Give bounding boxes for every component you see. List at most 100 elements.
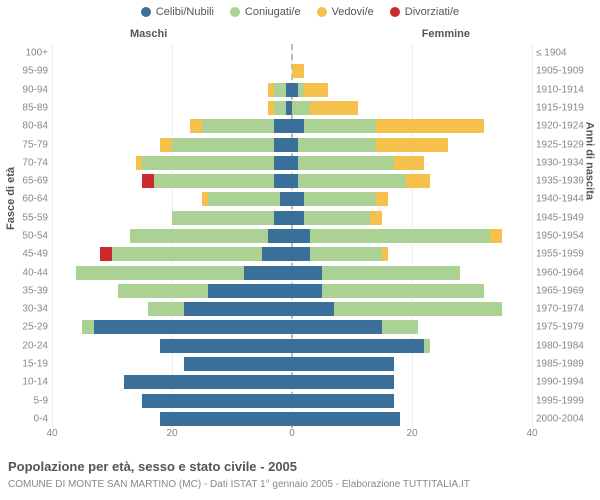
legend-label: Vedovi/e bbox=[332, 6, 374, 18]
year-label: 1960-1964 bbox=[536, 267, 596, 278]
year-label: 1920-1924 bbox=[536, 121, 596, 132]
bar-seg bbox=[154, 174, 274, 188]
year-label: 1930-1934 bbox=[536, 157, 596, 168]
bar-seg bbox=[184, 357, 292, 371]
bar-seg bbox=[208, 284, 292, 298]
year-label: 1985-1989 bbox=[536, 359, 596, 370]
age-label: 40-44 bbox=[4, 267, 48, 278]
bar-seg bbox=[376, 192, 388, 206]
bar-seg bbox=[310, 229, 490, 243]
age-label: 50-54 bbox=[4, 231, 48, 242]
bar-seg bbox=[280, 192, 292, 206]
age-row: 60-641940-1944 bbox=[52, 190, 532, 208]
year-label: 1925-1929 bbox=[536, 139, 596, 150]
bar-seg bbox=[424, 339, 430, 353]
bar-seg bbox=[298, 138, 376, 152]
year-label: 1980-1984 bbox=[536, 340, 596, 351]
age-label: 45-49 bbox=[4, 249, 48, 260]
age-row: 85-891915-1919 bbox=[52, 99, 532, 117]
bar-seg bbox=[382, 320, 418, 334]
year-label: 1995-1999 bbox=[536, 395, 596, 406]
age-label: 80-84 bbox=[4, 121, 48, 132]
x-tick: 40 bbox=[46, 428, 57, 439]
year-label: 1990-1994 bbox=[536, 377, 596, 388]
bar-seg bbox=[262, 247, 292, 261]
bar-seg bbox=[490, 229, 502, 243]
bar-seg bbox=[292, 357, 394, 371]
x-tick: 20 bbox=[406, 428, 417, 439]
bar-seg bbox=[274, 101, 286, 115]
bar-seg bbox=[244, 266, 292, 280]
bar-seg bbox=[406, 174, 430, 188]
bar-seg bbox=[304, 83, 328, 97]
legend-item: Divorziati/e bbox=[390, 6, 459, 18]
bar-seg bbox=[172, 138, 274, 152]
chart-subtitle: COMUNE DI MONTE SAN MARTINO (MC) - Dati … bbox=[8, 479, 470, 490]
age-label: 60-64 bbox=[4, 194, 48, 205]
bar-seg bbox=[274, 211, 292, 225]
bar-seg bbox=[292, 247, 310, 261]
bar-seg bbox=[118, 284, 208, 298]
age-row: 50-541950-1954 bbox=[52, 227, 532, 245]
year-label: 1975-1979 bbox=[536, 322, 596, 333]
bar-seg bbox=[304, 211, 370, 225]
year-label: 1950-1954 bbox=[536, 231, 596, 242]
female-header: Femmine bbox=[422, 28, 470, 40]
x-tick: 20 bbox=[166, 428, 177, 439]
bar-seg bbox=[148, 302, 184, 316]
age-row: 30-341970-1974 bbox=[52, 300, 532, 318]
bar-seg bbox=[124, 375, 292, 389]
year-label: 1955-1959 bbox=[536, 249, 596, 260]
age-label: 90-94 bbox=[4, 84, 48, 95]
bar-seg bbox=[310, 247, 382, 261]
bar-seg bbox=[292, 192, 304, 206]
bar-seg bbox=[292, 339, 424, 353]
bar-seg bbox=[274, 83, 286, 97]
age-row: 25-291975-1979 bbox=[52, 318, 532, 336]
bar-seg bbox=[304, 192, 376, 206]
bar-seg bbox=[292, 211, 304, 225]
age-row: 95-991905-1909 bbox=[52, 62, 532, 80]
age-label: 25-29 bbox=[4, 322, 48, 333]
age-label: 35-39 bbox=[4, 285, 48, 296]
male-header: Maschi bbox=[130, 28, 167, 40]
age-label: 65-69 bbox=[4, 176, 48, 187]
age-row: 15-191985-1989 bbox=[52, 355, 532, 373]
bar-seg bbox=[292, 229, 310, 243]
age-row: 90-941910-1914 bbox=[52, 81, 532, 99]
legend-label: Divorziati/e bbox=[405, 6, 459, 18]
legend: Celibi/NubiliConiugati/eVedovi/eDivorzia… bbox=[0, 0, 600, 18]
year-label: 1945-1949 bbox=[536, 212, 596, 223]
bar-seg bbox=[370, 211, 382, 225]
x-tick: 40 bbox=[526, 428, 537, 439]
age-row: 10-141990-1994 bbox=[52, 373, 532, 391]
legend-swatch bbox=[141, 7, 151, 17]
bar-seg bbox=[142, 156, 274, 170]
age-label: 20-24 bbox=[4, 340, 48, 351]
bar-seg bbox=[292, 394, 394, 408]
age-label: 30-34 bbox=[4, 304, 48, 315]
bar-seg bbox=[142, 174, 154, 188]
age-row: 45-491955-1959 bbox=[52, 245, 532, 263]
bar-seg bbox=[268, 229, 292, 243]
bar-seg bbox=[100, 247, 112, 261]
bar-seg bbox=[376, 119, 484, 133]
bar-seg bbox=[172, 211, 274, 225]
bar-seg bbox=[94, 320, 292, 334]
legend-swatch bbox=[317, 7, 327, 17]
bar-seg bbox=[76, 266, 244, 280]
bar-seg bbox=[292, 302, 334, 316]
bar-seg bbox=[298, 174, 406, 188]
legend-swatch bbox=[390, 7, 400, 17]
bar-seg bbox=[208, 192, 280, 206]
age-label: 55-59 bbox=[4, 212, 48, 223]
age-label: 0-4 bbox=[4, 413, 48, 424]
year-label: 1965-1969 bbox=[536, 285, 596, 296]
year-label: ≤ 1904 bbox=[536, 48, 596, 59]
legend-item: Celibi/Nubili bbox=[141, 6, 214, 18]
bar-seg bbox=[292, 266, 322, 280]
bar-seg bbox=[274, 174, 292, 188]
age-row: 0-42000-2004 bbox=[52, 410, 532, 428]
year-label: 1915-1919 bbox=[536, 103, 596, 114]
age-row: 80-841920-1924 bbox=[52, 117, 532, 135]
